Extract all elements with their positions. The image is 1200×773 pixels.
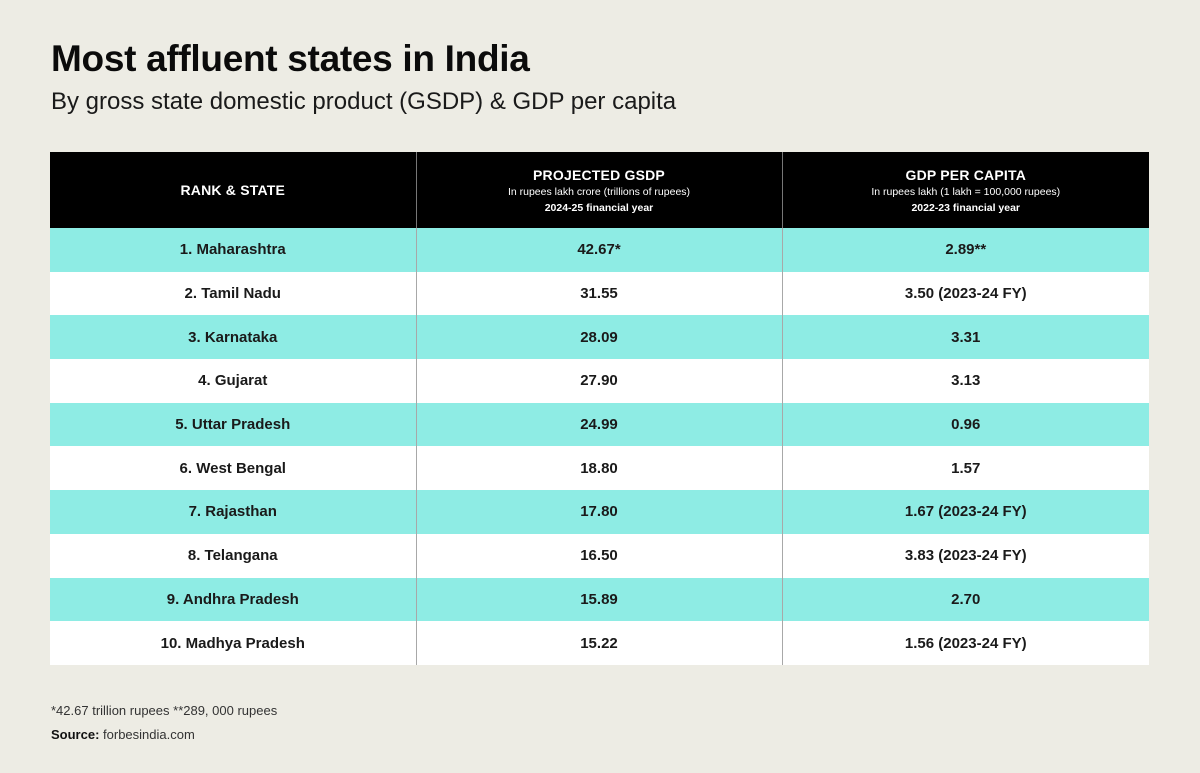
state-cell: 5. Uttar Pradesh [175, 416, 291, 434]
state-cell: 7. Rajasthan [188, 503, 277, 521]
table-header: RANK & STATE PROJECTED GSDP In rupees la… [50, 152, 1149, 228]
source-value: forbesindia.com [103, 727, 195, 742]
source-label: Source: [51, 727, 100, 742]
gsdp-cell: 27.90 [415, 359, 782, 403]
gsdp-cell: 15.22 [415, 621, 782, 665]
footnote: *42.67 trillion rupees **289, 000 rupees [51, 703, 278, 718]
gdp-per-capita-cell: 3.13 [781, 359, 1149, 403]
gdp-per-capita-cell: 2.89** [781, 228, 1149, 272]
state-cell: 6. West Bengal [179, 459, 286, 477]
state-cell: 4. Gujarat [198, 372, 268, 390]
gdp-per-capita-cell: 0.96 [781, 402, 1149, 447]
column-unit-note: In rupees lakh crore (trillions of rupee… [507, 185, 691, 198]
column-title: GDP PER CAPITA [905, 166, 1027, 183]
gsdp-cell: 31.55 [415, 271, 782, 316]
gdp-per-capita-cell: 1.57 [781, 446, 1149, 491]
gdp-per-capita-cell: 3.50 (2023-24 FY) [781, 271, 1149, 316]
data-table: RANK & STATE PROJECTED GSDP In rupees la… [50, 152, 1149, 665]
state-cell: 10. Madhya Pradesh [160, 634, 305, 652]
table-row: 8. Telangana 16.50 3.83 (2023-24 FY) [50, 533, 1149, 578]
gsdp-cell: 28.09 [415, 315, 782, 360]
column-header-projected-gsdp: PROJECTED GSDP In rupees lakh crore (tri… [415, 152, 782, 228]
table-row: 10. Madhya Pradesh 15.22 1.56 (2023-24 FY) [50, 621, 1149, 665]
table-row: 5. Uttar Pradesh 24.99 0.96 [50, 402, 1149, 447]
source-line: Source: forbesindia.com [51, 727, 195, 742]
table-row: 3. Karnataka 28.09 3.31 [50, 315, 1149, 360]
gsdp-cell: 17.80 [415, 490, 782, 534]
state-cell: 8. Telangana [187, 547, 278, 565]
table-body: 1. Maharashtra 42.67* 2.89** 2. Tamil Nadu 3… [50, 228, 1149, 665]
gsdp-cell: 15.89 [415, 577, 782, 622]
gsdp-cell: 18.80 [415, 446, 782, 491]
gdp-per-capita-cell: 3.31 [781, 315, 1149, 360]
page-title: Most affluent states in India [51, 38, 530, 79]
state-cell: 1. Maharashtra [179, 241, 286, 259]
gsdp-cell: 42.67* [415, 228, 782, 272]
column-header-gdp-per-capita: GDP PER CAPITA In rupees lakh (1 lakh = … [781, 152, 1149, 228]
state-cell: 3. Karnataka [188, 328, 278, 346]
column-year: 2022-23 financial year [911, 201, 1021, 214]
table-row: 6. West Bengal 18.80 1.57 [50, 446, 1149, 491]
gsdp-cell: 24.99 [415, 402, 782, 447]
column-header-rank-state: RANK & STATE [50, 152, 416, 228]
gdp-per-capita-cell: 1.67 (2023-24 FY) [781, 490, 1149, 534]
column-title: PROJECTED GSDP [533, 166, 665, 183]
column-year: 2024-25 financial year [544, 201, 654, 214]
gdp-per-capita-cell: 2.70 [781, 577, 1149, 622]
table-row: 4. Gujarat 27.90 3.13 [50, 359, 1149, 403]
state-cell: 9. Andhra Pradesh [166, 590, 299, 608]
table-row: 7. Rajasthan 17.80 1.67 (2023-24 FY) [50, 490, 1149, 534]
table-row: 1. Maharashtra 42.67* 2.89** [50, 228, 1149, 272]
column-unit-note: In rupees lakh (1 lakh = 100,000 rupees) [871, 185, 1061, 198]
gdp-per-capita-cell: 1.56 (2023-24 FY) [781, 621, 1149, 665]
gsdp-cell: 16.50 [415, 533, 782, 578]
page-subtitle: By gross state domestic product (GSDP) &… [51, 88, 677, 115]
column-title: RANK & STATE [180, 182, 286, 198]
table-row: 9. Andhra Pradesh 15.89 2.70 [50, 577, 1149, 622]
gdp-per-capita-cell: 3.83 (2023-24 FY) [781, 533, 1149, 578]
table-row: 2. Tamil Nadu 31.55 3.50 (2023-24 FY) [50, 271, 1149, 316]
header-row: RANK & STATE PROJECTED GSDP In rupees la… [50, 152, 1149, 228]
state-cell: 2. Tamil Nadu [184, 285, 281, 303]
